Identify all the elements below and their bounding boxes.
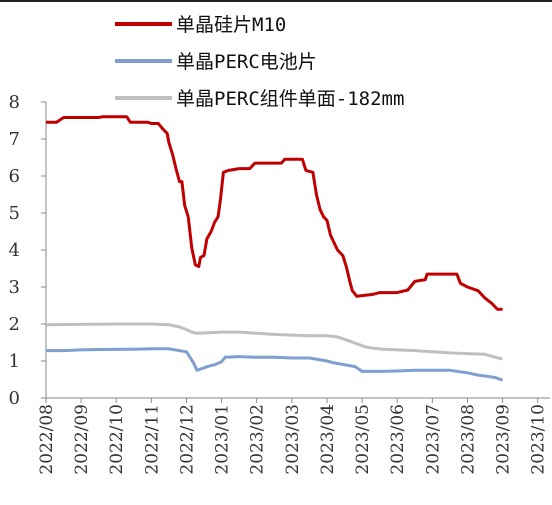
y-tick-label: 4 bbox=[9, 240, 20, 261]
y-tick-label: 0 bbox=[9, 388, 20, 409]
x-tick-label: 2023/07 bbox=[423, 404, 443, 475]
x-tick-label: 2023/01 bbox=[213, 404, 233, 475]
series-line-1 bbox=[46, 347, 504, 382]
x-tick-label: 2022/11 bbox=[142, 404, 162, 475]
x-tick-label: 2022/08 bbox=[37, 404, 57, 475]
x-axis-ticks: 2022/08 2022/09 2022/10 2022/11 2022/12 2023/… bbox=[37, 398, 549, 475]
y-tick-label: 8 bbox=[9, 92, 20, 113]
x-tick-label: 2023/05 bbox=[353, 404, 373, 475]
y-tick-label: 2 bbox=[9, 314, 20, 335]
x-tick-label: 2023/03 bbox=[283, 404, 303, 475]
x-tick-label: 2023/02 bbox=[248, 404, 268, 475]
x-tick-label: 2022/09 bbox=[72, 404, 92, 475]
series-line-2 bbox=[45, 322, 503, 361]
x-tick-label: 2023/06 bbox=[388, 404, 408, 475]
y-tick-label: 5 bbox=[9, 203, 20, 224]
x-tick-label: 2023/04 bbox=[318, 404, 338, 475]
x-tick-label: 2023/09 bbox=[494, 404, 514, 475]
y-axis-ticks: 0 1 2 3 4 5 6 7 8 bbox=[9, 92, 46, 409]
legend-label-2: 单晶PERC组件单面-182mm bbox=[176, 88, 404, 110]
y-tick-label: 1 bbox=[9, 351, 20, 372]
x-tick-label: 2022/10 bbox=[107, 404, 127, 475]
x-tick-label: 2022/12 bbox=[177, 404, 197, 475]
y-tick-label: 7 bbox=[9, 129, 20, 150]
chart-series-group bbox=[45, 115, 504, 382]
x-tick-label: 2023/08 bbox=[458, 404, 478, 475]
y-tick-label: 6 bbox=[9, 166, 20, 187]
y-tick-label: 3 bbox=[9, 277, 20, 298]
series-line-0 bbox=[46, 115, 503, 311]
legend-label-0: 单晶硅片M10 bbox=[176, 14, 286, 36]
x-tick-label: 2023/10 bbox=[529, 404, 549, 475]
top-border-rule bbox=[0, 0, 552, 2]
legend-label-1: 单晶PERC电池片 bbox=[176, 51, 317, 73]
